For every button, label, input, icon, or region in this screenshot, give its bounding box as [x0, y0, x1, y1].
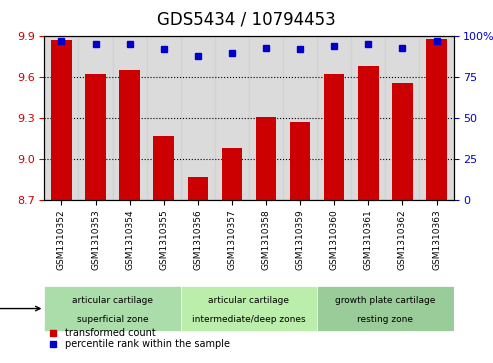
Bar [317, 36, 351, 200]
Bar [386, 36, 420, 200]
Bar [187, 176, 208, 200]
Bar [153, 136, 174, 200]
Text: articular cartilage: articular cartilage [72, 297, 153, 305]
Bar [392, 82, 413, 200]
Bar [249, 36, 283, 200]
Bar [283, 36, 317, 200]
Bar [51, 40, 71, 200]
Bar [290, 122, 310, 200]
Bar [181, 36, 215, 200]
Text: percentile rank within the sample: percentile rank within the sample [65, 339, 230, 349]
Bar [426, 39, 447, 200]
Bar [78, 36, 112, 200]
Bar [85, 74, 106, 200]
Text: tissue: tissue [0, 303, 40, 314]
Text: GDS5434 / 10794453: GDS5434 / 10794453 [157, 11, 336, 29]
Text: resting zone: resting zone [357, 315, 413, 324]
Bar [256, 117, 276, 200]
FancyBboxPatch shape [317, 286, 454, 331]
Text: superficial zone: superficial zone [77, 315, 148, 324]
Bar [44, 36, 78, 200]
Bar [112, 36, 147, 200]
Bar [119, 70, 140, 200]
Text: intermediate/deep zones: intermediate/deep zones [192, 315, 306, 324]
Bar [222, 148, 242, 200]
FancyBboxPatch shape [181, 286, 317, 331]
Bar [420, 36, 454, 200]
Text: articular cartilage: articular cartilage [209, 297, 289, 305]
FancyBboxPatch shape [44, 286, 181, 331]
Bar [147, 36, 181, 200]
Bar [324, 74, 345, 200]
Bar [351, 36, 386, 200]
Bar [358, 66, 379, 200]
Text: transformed count: transformed count [65, 328, 156, 338]
Bar [215, 36, 249, 200]
Text: growth plate cartilage: growth plate cartilage [335, 297, 435, 305]
